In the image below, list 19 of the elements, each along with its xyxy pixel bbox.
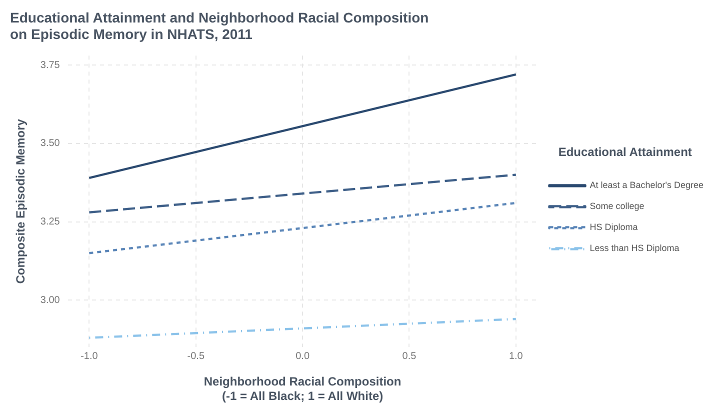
x-tick-label: 0.0 [296,350,310,362]
y-tick-label: 3.50 [40,138,60,150]
y-tick-label: 3.75 [40,60,60,71]
text: (-1 = All Black; 1 = All White) [222,389,384,404]
legend-label: Less than HS Diploma [590,243,680,254]
legend-title: Educational Attainment [558,145,692,160]
y-tick-label: 3.00 [40,294,60,306]
legend-label: At least a Bachelor's Degree [590,180,704,190]
y-tick-label: 3.25 [40,216,60,228]
text: on Episodic Memory in NHATS, 2011 [10,26,252,42]
text: Educational Attainment and Neighborhood Racial Composition [10,9,429,26]
legend-label: Some college [590,201,644,212]
x-tick-label: -1.0 [80,350,98,362]
x-tick-label: 1.0 [508,350,524,362]
x-tick-label: -0.5 [187,350,205,362]
y-axis-title: Composite Episodic Memory [14,118,28,284]
text: Neighborhood Racial Composition [204,374,402,389]
legend-label: HS Diploma [590,222,638,232]
x-tick-label: 0.5 [402,350,417,362]
